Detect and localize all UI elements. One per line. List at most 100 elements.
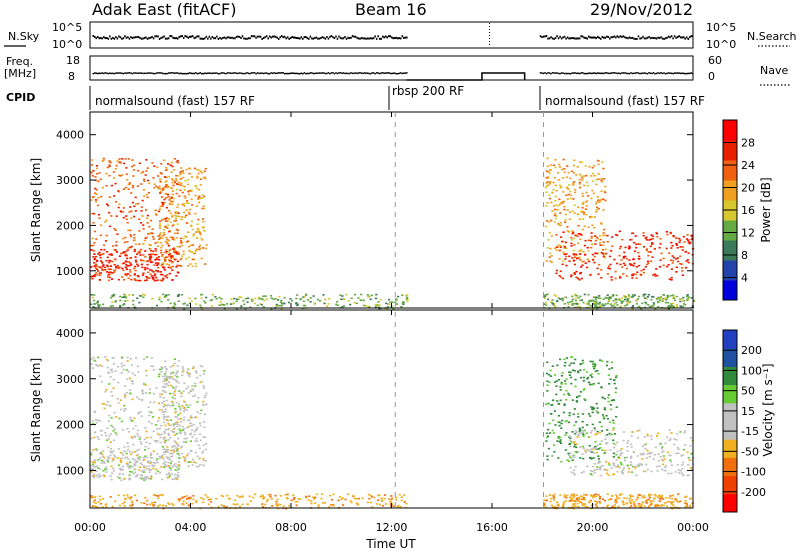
scatter-pixel bbox=[202, 436, 205, 438]
scatter-pixel bbox=[119, 399, 123, 401]
scatter-pixel bbox=[157, 375, 161, 378]
freq-panel: Freq. [MHz] 18 8 60 0 Nave bbox=[4, 54, 790, 86]
scatter-pixel bbox=[195, 416, 198, 419]
scatter-pixel bbox=[650, 234, 653, 236]
scatter-pixel bbox=[94, 431, 97, 433]
freq-sample bbox=[323, 72, 325, 74]
scatter-pixel bbox=[183, 416, 186, 419]
scatter-pixel bbox=[668, 429, 671, 431]
scatter-pixel bbox=[141, 390, 144, 393]
freq-sample bbox=[324, 72, 327, 75]
scatter-pixel bbox=[162, 293, 165, 296]
scatter-pixel bbox=[202, 176, 205, 179]
scatter-pixel bbox=[136, 432, 139, 435]
scatter-pixel bbox=[165, 378, 168, 381]
scatter-pixel bbox=[183, 458, 186, 461]
scatter-pixel bbox=[124, 266, 127, 268]
scatter-pixel bbox=[167, 163, 170, 165]
freq-sample bbox=[554, 72, 557, 74]
scatter-pixel bbox=[92, 169, 95, 172]
scatter-pixel bbox=[125, 249, 129, 252]
noise-sample bbox=[609, 37, 611, 40]
scatter-pixel bbox=[596, 252, 600, 255]
scatter-pixel bbox=[569, 177, 572, 180]
scatter-pixel bbox=[121, 502, 125, 505]
noise-sample bbox=[101, 37, 104, 40]
scatter-pixel bbox=[205, 296, 208, 299]
scatter-pixel bbox=[135, 449, 139, 452]
scatter-pixel bbox=[249, 500, 252, 502]
scatter-pixel bbox=[567, 452, 570, 455]
scatter-pixel bbox=[546, 428, 550, 431]
scatter-pixel bbox=[586, 258, 589, 261]
scatter-pixel bbox=[604, 296, 607, 299]
noise-trace bbox=[92, 23, 694, 47]
scatter-pixel bbox=[154, 440, 158, 443]
scatter-pixel bbox=[559, 298, 562, 300]
scatter-pixel bbox=[168, 381, 171, 383]
scatter-pixel bbox=[158, 408, 161, 411]
scatter-pixel bbox=[556, 300, 559, 303]
scatter-pixel bbox=[269, 495, 272, 498]
range-tick-label: 1000 bbox=[56, 464, 84, 477]
scatter-pixel bbox=[630, 505, 633, 507]
scatter-pixel bbox=[551, 455, 554, 457]
scatter-pixel bbox=[569, 190, 572, 193]
scatter-pixel bbox=[144, 237, 147, 240]
scatter-pixel bbox=[95, 201, 98, 203]
scatter-pixel bbox=[652, 302, 655, 304]
scatter-pixel bbox=[645, 463, 648, 466]
scatter-pixel bbox=[177, 203, 180, 206]
scatter-pixel bbox=[685, 238, 689, 240]
scatter-pixel bbox=[95, 263, 98, 266]
scatter-pixel bbox=[120, 362, 123, 365]
scatter-pixel bbox=[589, 470, 592, 472]
freq-sample bbox=[241, 72, 244, 75]
scatter-pixel bbox=[202, 247, 205, 249]
scatter-pixel bbox=[307, 499, 310, 502]
scatter-pixel bbox=[618, 466, 621, 469]
scatter-pixel bbox=[676, 446, 679, 449]
scatter-pixel bbox=[108, 165, 111, 168]
scatter-pixel bbox=[687, 239, 690, 241]
scatter-pixel bbox=[389, 502, 392, 505]
scatter-pixel bbox=[570, 170, 574, 173]
scatter-pixel bbox=[94, 360, 97, 363]
scatter-pixel bbox=[320, 497, 323, 500]
freq-sample bbox=[246, 72, 248, 74]
scatter-pixel bbox=[684, 496, 687, 499]
scatter-pixel bbox=[651, 305, 654, 308]
scatter-pixel bbox=[105, 185, 108, 187]
freq-sample bbox=[204, 72, 206, 74]
velocity-y-label: Slant Range [km] bbox=[29, 358, 43, 462]
scatter-pixel bbox=[156, 461, 159, 464]
scatter-pixel bbox=[202, 404, 205, 406]
scatter-pixel bbox=[381, 500, 384, 502]
freq-sample bbox=[160, 72, 162, 74]
scatter-pixel bbox=[191, 251, 194, 253]
scatter-pixel bbox=[577, 303, 580, 305]
scatter-pixel bbox=[107, 461, 110, 463]
scatter-pixel bbox=[162, 266, 165, 269]
scatter-pixel bbox=[134, 203, 138, 205]
scatter-pixel bbox=[165, 183, 168, 186]
scatter-pixel bbox=[188, 404, 192, 406]
scatter-pixel bbox=[163, 378, 166, 380]
scatter-pixel bbox=[154, 258, 157, 261]
scatter-pixel bbox=[164, 391, 167, 394]
scatter-pixel bbox=[638, 464, 641, 467]
scatter-pixel bbox=[175, 228, 178, 231]
scatter-pixel bbox=[113, 428, 116, 430]
scatter-pixel bbox=[635, 465, 638, 468]
freq-sample bbox=[100, 72, 102, 75]
scatter-pixel bbox=[98, 274, 102, 277]
scatter-pixel bbox=[586, 184, 589, 187]
scatter-pixel bbox=[168, 272, 171, 275]
noise-sample bbox=[240, 36, 242, 39]
scatter-pixel bbox=[167, 239, 171, 242]
scatter-pixel bbox=[621, 238, 624, 241]
noise-sample bbox=[661, 37, 664, 40]
scatter-pixel bbox=[187, 406, 190, 409]
scatter-pixel bbox=[159, 471, 162, 474]
